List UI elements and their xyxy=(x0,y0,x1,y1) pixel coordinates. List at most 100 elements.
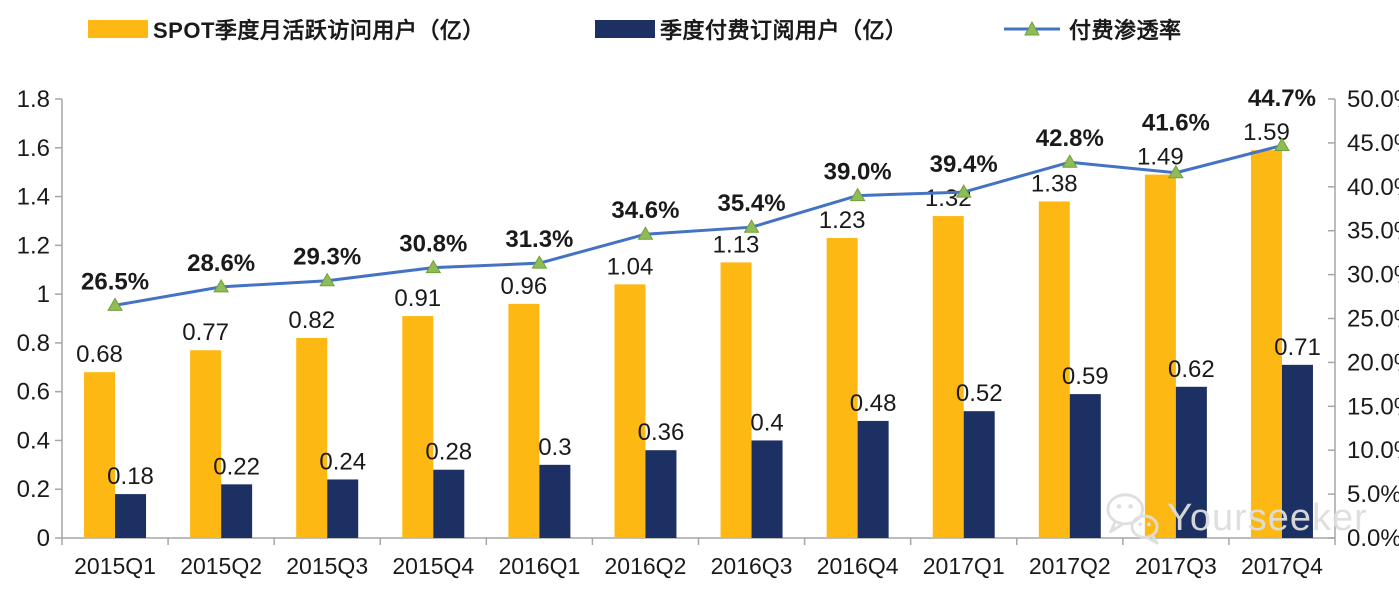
subs-value-label: 0.71 xyxy=(1274,334,1321,361)
bar-mau-2016Q1 xyxy=(508,303,540,538)
left-axis-tick-label: 0.6 xyxy=(17,379,50,406)
legend-item-subs: 季度付费订阅用户（亿） xyxy=(595,17,908,43)
bar-subs-2016Q2 xyxy=(645,450,677,538)
mau-value-label: 1.04 xyxy=(607,253,654,280)
x-axis-category-label: 2016Q3 xyxy=(711,553,793,579)
penetration-marker-2015Q4 xyxy=(425,259,442,274)
subs-value-label: 0.3 xyxy=(538,434,571,461)
mau-value-label: 0.96 xyxy=(501,273,548,300)
left-axis-tick-label: 1.2 xyxy=(17,232,50,259)
right-axis-tick-label: 25.0% xyxy=(1347,306,1399,333)
penetration-marker-2015Q2 xyxy=(213,278,229,293)
bar-subs-2017Q3 xyxy=(1175,386,1207,538)
left-axis-tick-label: 1.4 xyxy=(17,184,50,211)
right-axis-tick-label: 0.0% xyxy=(1347,525,1399,552)
right-axis-tick-label: 35.0% xyxy=(1347,218,1399,245)
penetration-marker-2016Q3 xyxy=(743,219,760,233)
subs-value-label: 0.48 xyxy=(850,390,897,417)
penetration-value-label: 29.3% xyxy=(293,244,361,271)
subs-value-label: 0.24 xyxy=(319,448,366,475)
penetration-value-label: 39.4% xyxy=(930,151,998,178)
legend-item-penetration: 付费渗透率 xyxy=(1003,17,1182,43)
bar-mau-2017Q1 xyxy=(932,216,964,539)
penetration-value-label: 30.8% xyxy=(399,231,467,258)
bar-mau-2015Q3 xyxy=(296,338,328,538)
bar-subs-2016Q1 xyxy=(539,464,571,538)
x-axis-category-label: 2015Q1 xyxy=(74,553,156,579)
penetration-value-label: 31.3% xyxy=(505,226,573,253)
left-axis-tick-label: 1 xyxy=(37,281,50,308)
x-axis-category-label: 2016Q1 xyxy=(498,553,580,579)
bar-mau-2015Q2 xyxy=(190,350,222,538)
mau-value-label: 0.68 xyxy=(76,341,123,368)
x-axis-category-label: 2017Q3 xyxy=(1135,553,1217,579)
subs-value-label: 0.18 xyxy=(107,463,154,490)
penetration-value-label: 44.7% xyxy=(1248,85,1316,112)
mau-value-label: 0.91 xyxy=(394,285,441,312)
penetration-value-label: 41.6% xyxy=(1142,110,1210,137)
bar-mau-2015Q4 xyxy=(402,316,434,538)
bar-subs-2017Q2 xyxy=(1069,394,1101,538)
penetration-marker-2017Q3 xyxy=(1168,164,1184,179)
right-axis-tick-label: 10.0% xyxy=(1347,437,1399,464)
mau-value-label: 1.13 xyxy=(713,231,760,258)
penetration-marker-2017Q1 xyxy=(955,184,972,198)
subs-value-label: 0.59 xyxy=(1062,363,1109,390)
mau-value-label: 0.82 xyxy=(288,307,335,334)
subs-value-label: 0.28 xyxy=(425,439,472,466)
right-axis-tick-label: 15.0% xyxy=(1347,393,1399,420)
x-axis-category-label: 2016Q4 xyxy=(817,553,899,579)
subs-value-label: 0.4 xyxy=(750,409,783,436)
bar-mau-2017Q3 xyxy=(1144,174,1176,538)
penetration-marker-2015Q1 xyxy=(107,297,123,311)
right-axis-tick-label: 30.0% xyxy=(1347,262,1399,289)
subs-value-label: 0.52 xyxy=(956,380,1003,407)
left-axis-tick-label: 0 xyxy=(37,525,50,552)
bar-mau-2016Q3 xyxy=(720,262,752,538)
right-axis-tick-label: 45.0% xyxy=(1347,130,1399,157)
x-axis-category-label: 2015Q3 xyxy=(286,553,368,579)
x-axis-category-label: 2015Q2 xyxy=(180,553,262,579)
penetration-value-label: 26.5% xyxy=(81,268,149,295)
x-axis-category-label: 2016Q2 xyxy=(605,553,687,579)
right-axis-tick-label: 5.0% xyxy=(1347,481,1399,508)
line-marker-legend-icon xyxy=(1004,20,1060,36)
bar-subs-2016Q4 xyxy=(857,420,889,538)
penetration-value-label: 35.4% xyxy=(718,190,786,217)
penetration-marker-2016Q1 xyxy=(531,255,548,269)
bar-subs-2016Q3 xyxy=(751,440,783,538)
x-axis-category-label: 2015Q4 xyxy=(392,553,474,579)
subs-value-label: 0.36 xyxy=(638,419,685,446)
subs-value-label: 0.22 xyxy=(213,453,260,480)
bar-mau-2017Q2 xyxy=(1038,201,1070,538)
penetration-value-label: 39.0% xyxy=(824,159,892,186)
bar-subs-2015Q1 xyxy=(115,494,147,538)
chart-legend: SPOT季度月活跃访问用户（亿） 季度付费订阅用户（亿） 付费渗透率 xyxy=(0,0,1399,60)
bar-subs-2015Q3 xyxy=(327,479,359,538)
legend-item-mau: SPOT季度月活跃访问用户（亿） xyxy=(88,17,485,43)
bar-subs-2017Q1 xyxy=(963,411,995,538)
bar-subs-2015Q2 xyxy=(221,484,253,538)
left-axis-tick-label: 1.8 xyxy=(17,86,50,113)
subs-value-label: 0.62 xyxy=(1168,356,1215,383)
subs-legend-swatch xyxy=(595,20,655,38)
penetration-value-label: 28.6% xyxy=(187,250,255,277)
mau-legend-label: SPOT季度月活跃访问用户（亿） xyxy=(153,18,485,43)
penetration-value-label: 34.6% xyxy=(611,197,679,224)
bar-subs-2015Q4 xyxy=(433,469,465,538)
penetration-marker-2015Q3 xyxy=(319,272,336,287)
penetration-marker-2017Q4 xyxy=(1274,137,1290,152)
left-axis-tick-label: 0.8 xyxy=(17,330,50,357)
penetration-marker-2017Q2 xyxy=(1061,154,1078,168)
mau-legend-swatch xyxy=(88,20,148,38)
right-axis-tick-label: 50.0% xyxy=(1347,86,1399,113)
left-axis-tick-label: 1.6 xyxy=(17,135,50,162)
mau-value-label: 1.38 xyxy=(1031,170,1078,197)
right-axis-tick-label: 40.0% xyxy=(1347,174,1399,201)
x-axis-category-label: 2017Q4 xyxy=(1241,553,1323,579)
subs-legend-label: 季度付费订阅用户（亿） xyxy=(660,18,908,43)
bar-mau-2015Q1 xyxy=(84,372,116,538)
penetration-value-label: 42.8% xyxy=(1036,125,1104,152)
